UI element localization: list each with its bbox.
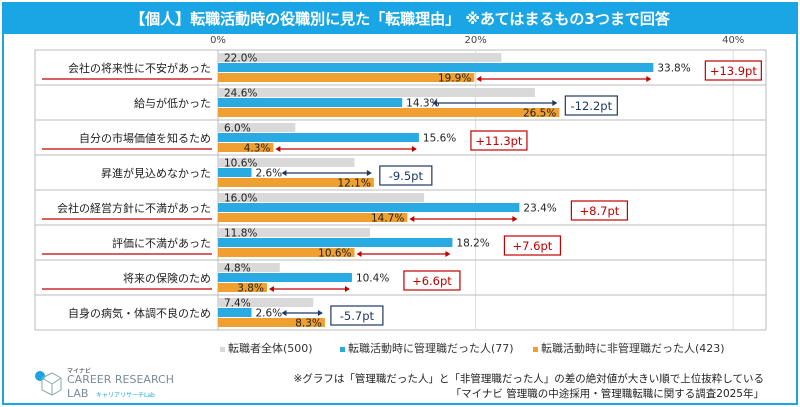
category-label: 自分の市場価値を知るため (79, 131, 211, 145)
chart-title: 【個人】転職活動時の役職別に見た「転職理由」 ※あてはまるもの3つまで回答 (4, 4, 796, 34)
logo-top: マイナビ (67, 368, 91, 375)
legend-item-all: 転職者全体(500) (220, 340, 313, 356)
data-label: 23.4% (523, 203, 556, 215)
data-label: 22.0% (224, 53, 257, 65)
data-label: 19.9% (438, 73, 471, 85)
data-label: 33.8% (657, 63, 690, 75)
data-label: 26.5% (523, 108, 556, 120)
bar (218, 283, 267, 292)
bar (218, 88, 535, 97)
difference-box (470, 130, 528, 151)
data-label: 16.0% (224, 193, 257, 205)
bar (218, 318, 325, 327)
data-label: 14.3% (406, 98, 439, 110)
difference-label: +11.3pt (475, 134, 523, 148)
category-label: 会社の経営方針に不満があった (57, 201, 211, 215)
data-label: 2.6% (255, 168, 282, 180)
category-label: 自身の病気・体調不良のため (68, 306, 211, 320)
data-label: 18.2% (456, 238, 489, 250)
category-label: 給与が低かった (134, 96, 211, 110)
difference-box (564, 95, 618, 116)
logo-main: CAREER RESEARCH (67, 373, 174, 386)
bar (218, 178, 374, 187)
data-label: 7.4% (224, 298, 251, 310)
data-label: 6.0% (224, 123, 251, 135)
category-label: 昇進が見込めなかった (101, 166, 211, 180)
data-label: 10.6% (224, 158, 257, 170)
footnote: ※グラフは「管理職だった人」と「非管理職だった人」の差の絶対値が大きい順で上位抜… (294, 372, 764, 402)
bar (218, 238, 453, 247)
bar (218, 98, 403, 107)
legend-label: 転職者全体(500) (228, 342, 313, 355)
legend-label: 転職活動時に管理職だった人(77) (348, 342, 514, 355)
difference-box (330, 305, 384, 326)
data-label: 4.8% (224, 263, 251, 275)
difference-label: -12.2pt (571, 99, 613, 113)
data-label: 8.3% (295, 318, 322, 330)
bar (218, 248, 355, 257)
data-label: 11.8% (224, 228, 257, 240)
difference-box (379, 165, 433, 186)
x-tick-label: 20% (464, 35, 486, 46)
legend-item-nonmanager: 転職活動時に非管理職だった人(423) (533, 340, 725, 356)
legend-item-manager: 転職活動時に管理職だった人(77) (340, 340, 514, 356)
bar (218, 298, 314, 307)
difference-box (570, 200, 628, 221)
arrow-heads (281, 310, 323, 316)
difference-label: +7.6pt (513, 239, 553, 253)
note-1: ※グラフは「管理職だった人」と「非管理職だった人」の差の絶対値が大きい順で上位抜… (293, 373, 764, 385)
difference-label: +6.6pt (412, 274, 452, 288)
bar (218, 263, 280, 272)
bar (218, 73, 475, 82)
category-label: 将来の保険のため (123, 271, 211, 285)
legend-swatch (340, 346, 345, 352)
bar (218, 158, 355, 167)
data-label: 10.4% (356, 273, 389, 285)
category-label: 会社の将来性に不安があった (68, 61, 211, 75)
data-label: 24.6% (224, 88, 257, 100)
category-label: 評価に不満があった (112, 236, 211, 250)
note-2: 「マイナビ 管理職の中途採用・管理職転職に関する調査2025年」 (450, 388, 764, 400)
difference-box (704, 60, 762, 81)
data-label: 3.8% (237, 283, 264, 295)
bar (218, 193, 425, 202)
bar (218, 203, 520, 212)
bar (218, 273, 352, 282)
data-label: 4.3% (244, 143, 271, 155)
bar (218, 308, 252, 317)
legend-label: 転職活動時に非管理職だった人(423) (541, 342, 725, 355)
difference-label: -5.7pt (340, 309, 375, 323)
logo-lab: LAB (67, 387, 89, 400)
legend-swatch (533, 346, 538, 352)
bar (218, 168, 252, 177)
difference-label: +13.9pt (710, 64, 758, 78)
x-tick-label: 0% (210, 35, 226, 46)
bar (218, 108, 560, 117)
bar (218, 133, 419, 142)
data-label: 10.6% (318, 248, 351, 260)
difference-label: -9.5pt (389, 169, 424, 183)
data-label: 14.7% (371, 213, 404, 225)
difference-box (503, 235, 562, 256)
legend-swatch (220, 346, 225, 352)
difference-label: +8.7pt (580, 204, 620, 218)
x-tick-label: 40% (722, 35, 744, 46)
bar (218, 213, 408, 222)
difference-box (403, 270, 461, 291)
bar (218, 143, 274, 152)
data-label: 12.1% (337, 178, 370, 190)
logo-cube-icon (35, 371, 62, 396)
bar (218, 53, 502, 62)
bar (218, 228, 370, 237)
data-label: 2.6% (255, 308, 282, 320)
bar (218, 123, 296, 132)
data-label: 15.6% (423, 133, 456, 145)
bar (218, 63, 654, 72)
logo-sub: キャリアリサーチLab (96, 392, 155, 399)
